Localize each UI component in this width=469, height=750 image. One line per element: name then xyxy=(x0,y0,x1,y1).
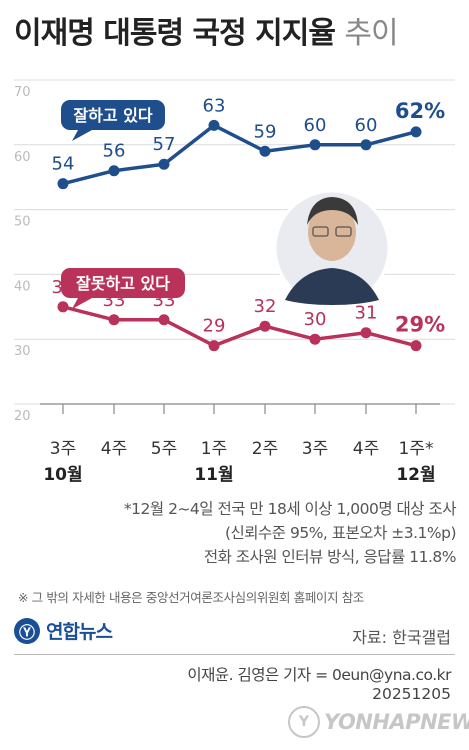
title-main: 이재명 대통령 국정 지지율 xyxy=(14,16,336,51)
data-label-0-5: 60 xyxy=(304,115,327,136)
source: 자료: 한국갤럽 xyxy=(352,628,451,647)
x-tick-label-0: 3주 xyxy=(50,439,76,459)
x-tick-label-7: 1주* xyxy=(399,439,434,459)
byline: 이재윤. 김영은 기자 = 0eun@yna.co.kr xyxy=(187,666,451,684)
data-point-0-1 xyxy=(108,165,120,177)
data-point-0-7 xyxy=(410,126,422,138)
legend-label-0: 잘하고 있다 xyxy=(73,106,152,125)
portrait-suit xyxy=(285,268,379,305)
x-tick-label-5: 3주 xyxy=(302,439,328,459)
legend-bubble-tail-1 xyxy=(72,298,92,309)
y-tick-label-30: 30 xyxy=(14,344,31,359)
x-tick-label-4: 2주 xyxy=(252,439,278,459)
portrait-glasses-right xyxy=(335,226,352,237)
data-label-0-3: 63 xyxy=(203,95,226,116)
data-label-0-7: 62% xyxy=(395,99,445,123)
portrait-glasses-left xyxy=(312,226,329,237)
series-line-0 xyxy=(62,123,417,186)
month-label-7: 12월 xyxy=(396,465,435,485)
x-tick-label-1: 4주 xyxy=(101,439,127,459)
data-label-1-7: 29% xyxy=(395,313,445,337)
watermark-text: YONHAPNEWS xyxy=(324,710,469,734)
portrait-hair xyxy=(307,197,358,225)
data-label-1-6: 31 xyxy=(355,303,378,324)
title-light: 추이 xyxy=(344,16,398,51)
data-label-0-1: 56 xyxy=(103,141,126,162)
data-point-0-0 xyxy=(57,178,69,190)
portrait-face xyxy=(308,203,356,261)
notes-line-1: *12월 2~4일 전국 만 18세 이상 1,000명 대상 조사 xyxy=(123,500,457,518)
legend-bubble-1 xyxy=(61,268,185,298)
data-label-0-6: 60 xyxy=(355,115,378,136)
month-label-0: 10월 xyxy=(43,465,82,485)
y-tick-label-20: 20 xyxy=(14,409,31,424)
page-title: 이재명 대통령 국정 지지율 추이 xyxy=(14,8,399,52)
data-label-0-0: 54 xyxy=(52,154,75,175)
data-point-1-0 xyxy=(57,301,69,313)
y-tick-label-50: 50 xyxy=(14,215,31,230)
x-tick-label-6: 4주 xyxy=(353,439,379,459)
data-label-1-4: 32 xyxy=(254,296,277,317)
data-point-0-5 xyxy=(309,139,321,151)
data-label-1-5: 30 xyxy=(304,309,327,330)
x-tick-label-3: 1주 xyxy=(201,439,227,459)
data-label-1-3: 29 xyxy=(203,316,226,337)
month-label-3: 11월 xyxy=(194,465,233,485)
x-tick-label-2: 5주 xyxy=(151,439,177,459)
data-point-0-4 xyxy=(259,145,271,157)
data-point-1-3 xyxy=(208,340,220,352)
legend-bubble-0 xyxy=(61,100,165,130)
data-point-0-3 xyxy=(208,119,220,131)
data-point-1-5 xyxy=(309,333,321,345)
y-tick-label-70: 70 xyxy=(14,85,31,100)
yonhap-logo-icon: Ⓨ xyxy=(14,617,40,644)
y-tick-label-60: 60 xyxy=(14,150,31,165)
data-point-1-4 xyxy=(259,320,271,332)
publish-date: 20251205 xyxy=(372,685,451,703)
footnote: ※ 그 밖의 자세한 내용은 중앙선거여론조사심의위원회 홈페이지 참조 xyxy=(18,590,364,605)
data-point-1-1 xyxy=(108,314,120,326)
notes-line-3: 전화 조사원 인터뷰 방식, 응답률 11.8% xyxy=(203,548,457,566)
data-point-0-6 xyxy=(360,139,372,151)
yonhap-logo-text: 연합뉴스 xyxy=(46,621,113,643)
notes-line-2: (신뢰수준 95%, 표본오차 ±3.1%p) xyxy=(224,524,457,542)
data-label-0-2: 57 xyxy=(153,134,176,155)
data-point-1-2 xyxy=(158,314,170,326)
y-tick-label-40: 40 xyxy=(14,279,31,294)
yonhap-watermark: Y YONHAPNEWS xyxy=(288,706,469,738)
data-label-0-4: 59 xyxy=(254,121,277,142)
data-point-1-6 xyxy=(360,327,372,339)
survey-notes: *12월 2~4일 전국 만 18세 이상 1,000명 대상 조사 (신뢰수준… xyxy=(96,497,457,569)
watermark-icon: Y xyxy=(288,706,320,738)
yonhap-logo: Ⓨ 연합뉴스 xyxy=(14,617,113,644)
legend-label-1: 잘못하고 있다 xyxy=(76,274,170,293)
data-point-1-7 xyxy=(410,340,422,352)
legend-bubble-tail-0 xyxy=(72,130,92,141)
divider xyxy=(14,654,455,655)
data-point-0-2 xyxy=(158,158,170,170)
series-line-1 xyxy=(62,305,417,348)
